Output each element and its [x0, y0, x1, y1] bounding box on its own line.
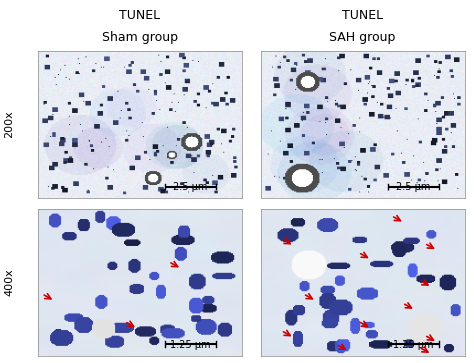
- Text: SAH group: SAH group: [329, 30, 396, 44]
- Text: 2.5 μm: 2.5 μm: [173, 183, 208, 192]
- Text: 400x: 400x: [4, 268, 15, 296]
- Text: 2.5 μm: 2.5 μm: [396, 183, 430, 192]
- Text: 1.25 μm: 1.25 μm: [170, 340, 210, 350]
- Text: TUNEL: TUNEL: [119, 9, 160, 22]
- Text: Sham group: Sham group: [102, 30, 178, 44]
- Text: 1.25 μm: 1.25 μm: [393, 340, 433, 350]
- Text: TUNEL: TUNEL: [342, 9, 383, 22]
- Text: 200x: 200x: [4, 110, 15, 138]
